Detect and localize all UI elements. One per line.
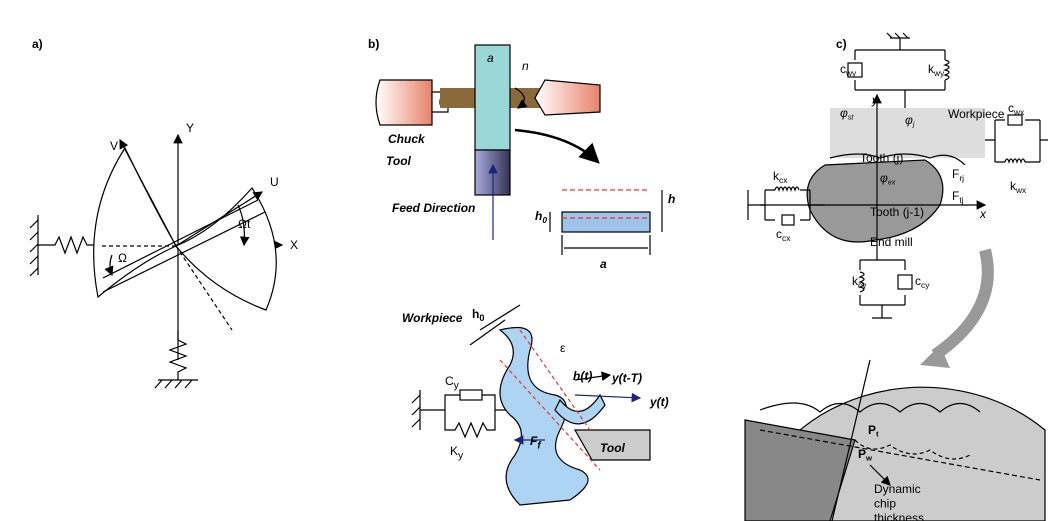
label-main: φ	[840, 106, 848, 120]
diagram-label: y(t-T)	[611, 371, 642, 385]
diagram-label: Workpiece	[402, 311, 463, 325]
diagram-shape	[412, 395, 420, 427]
diagram-label: y(t)	[649, 395, 669, 409]
label-sub: cx	[782, 233, 791, 243]
label-sub: 0	[479, 313, 484, 323]
panel-label: c)	[836, 37, 847, 51]
diagram-label: x	[979, 207, 987, 221]
diagram-label: kcx	[773, 169, 788, 185]
diagram-label: h	[668, 192, 675, 206]
label-main: C	[445, 374, 454, 388]
diagram-label: h0	[535, 209, 547, 225]
figure: a)YVUXΩtΩb)anChuckToolFeed Directionh0ha…	[0, 0, 1051, 521]
label-sub: w	[865, 454, 872, 463]
diagram-label: Feed Direction	[392, 201, 475, 215]
label-sub: wx	[1015, 185, 1027, 195]
label-line: chip	[874, 496, 896, 510]
diagram-label: U	[270, 175, 279, 189]
diagram-label: V	[110, 139, 118, 153]
diagram-label: n	[522, 59, 529, 73]
diagram-label: Y	[186, 121, 194, 135]
label-sub: j	[912, 121, 915, 128]
label-main: φ	[880, 171, 888, 185]
label-main: P	[858, 447, 866, 461]
panel-label: a)	[32, 37, 43, 51]
diagram-shape	[575, 395, 640, 398]
diagram-label: Chuck	[388, 132, 426, 146]
diagram-shape	[376, 80, 432, 125]
label-main: h	[472, 307, 479, 321]
label-sub: y	[454, 380, 460, 392]
diagram-label: Tooth (j)	[860, 151, 903, 165]
diagram-label: Cy	[445, 374, 460, 392]
diagram-label: kwy	[928, 62, 945, 78]
label-sub: y	[458, 450, 464, 462]
diagram-label: Tool	[386, 154, 412, 168]
diagram-shape	[460, 390, 482, 400]
label-main: P	[868, 423, 876, 437]
diagram-shape	[887, 33, 910, 38]
label-sub: rj	[959, 173, 964, 183]
label-line: thickness	[874, 511, 924, 521]
label-main: F	[952, 189, 959, 203]
diagram-label: h0	[472, 307, 484, 323]
diagram-shape	[38, 237, 95, 253]
panel-a-drawing	[30, 135, 282, 388]
label-main: h	[535, 209, 542, 223]
diagram-label: Ftj	[952, 189, 964, 205]
diagram-label: Ω	[118, 251, 127, 265]
label-sub: cx	[779, 175, 788, 185]
diagram-shape	[1005, 159, 1025, 162]
diagram-shape	[155, 380, 192, 388]
diagram-label: y	[871, 93, 879, 107]
label-main: K	[450, 444, 458, 458]
diagram-shape	[30, 220, 38, 276]
label-line: Dynamic	[874, 482, 921, 496]
diagram-label: h(t)	[573, 369, 592, 383]
diagram-shape	[985, 120, 1048, 162]
diagram-label: ε	[560, 341, 566, 355]
label-sub: wy	[845, 68, 857, 78]
panel-b-chatter	[412, 305, 650, 505]
diagram-label: Tooth (j-1)	[870, 205, 924, 219]
label-sub: 0	[542, 215, 547, 225]
label-main: F	[952, 167, 959, 181]
diagram-shape	[515, 130, 598, 162]
diagram-label: Frj	[952, 167, 964, 183]
diagram-shape	[562, 212, 650, 232]
diagram-label: kwx	[1010, 179, 1027, 195]
diagram-shape	[807, 160, 943, 242]
diagram-shape	[935, 250, 988, 355]
diagram-label: a	[600, 257, 607, 271]
diagram-label: a	[487, 51, 494, 65]
panel-label: b)	[368, 37, 379, 51]
diagram-label: cwx	[1008, 101, 1025, 117]
diagram-shape	[775, 187, 799, 190]
diagram-label: ccy	[915, 274, 930, 290]
diagram-label: kcy	[852, 274, 867, 290]
label-sub: tj	[959, 195, 963, 205]
diagram-label: Ωt	[238, 217, 251, 231]
label-sub: cy	[858, 280, 867, 290]
diagram-shape	[535, 80, 600, 115]
diagram-label: Tool	[600, 441, 626, 455]
label-sub: t	[876, 430, 879, 439]
diagram-label: X	[290, 238, 298, 252]
panel-b-turning	[376, 45, 662, 255]
diagram-label: ccx	[776, 227, 791, 243]
label-main: φ	[905, 113, 913, 127]
diagram-shape	[898, 275, 912, 289]
label-sub: wx	[1013, 107, 1025, 117]
diagram-label: End mill	[870, 235, 913, 249]
diagram-shape	[782, 215, 794, 225]
diagram-label: Ky	[450, 444, 464, 462]
label-sub: cy	[921, 280, 930, 290]
label-sub: ex	[888, 179, 896, 186]
diagram-label: Workpiece	[948, 107, 1005, 121]
diagram-shape	[945, 60, 949, 80]
label-sub: wy	[933, 68, 945, 78]
